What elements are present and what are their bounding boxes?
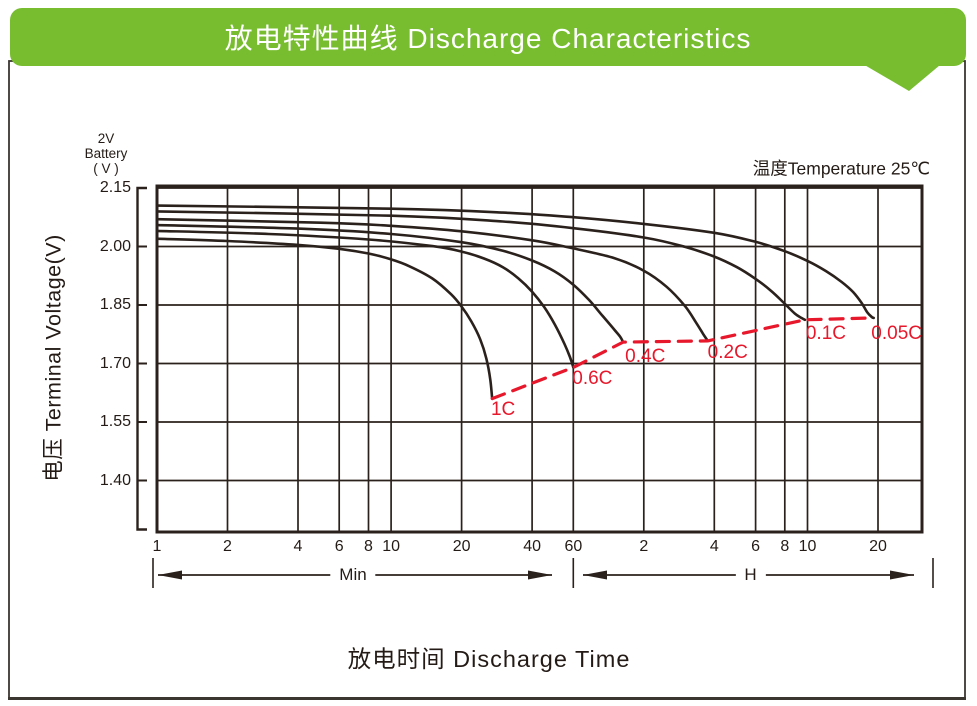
range-label-h: H [735, 565, 766, 585]
y-tick-label: 1.85 [99, 296, 131, 313]
x-tick-label: 10 [798, 538, 817, 555]
curve-label-0-05c: 0.05C [871, 322, 922, 344]
discharge-curve-1c [155, 237, 494, 400]
x-tick-label: 8 [780, 538, 790, 555]
x-tick-label: 2 [639, 538, 649, 555]
range-arrow-head-left [583, 570, 607, 580]
x-tick-label: 20 [452, 538, 471, 555]
unit-header-line1: 2V [97, 131, 115, 146]
x-tick-label: 2 [223, 538, 232, 555]
y-tick-label: 2.00 [99, 237, 131, 255]
banner-tail [856, 60, 946, 91]
discharge-curve-0-1c [155, 210, 807, 322]
range-label-min: Min [330, 565, 376, 585]
x-tick-label: 6 [334, 538, 344, 555]
unit-header-line2: Battery [84, 146, 128, 161]
y-axis-unit-header: 2V Battery ( V ) [64, 131, 148, 176]
x-axis-title: 放电时间 Discharge Time [347, 646, 631, 672]
x-tick-label: 4 [293, 538, 303, 555]
curve-label-0-1c: 0.1C [805, 322, 846, 344]
x-tick-label: 60 [564, 538, 583, 555]
curve-label-0-6c: 0.6C [572, 368, 613, 390]
y-axis-title: 电压 Terminal Voltage(V) [41, 234, 66, 482]
discharge-curve-0-2c [155, 217, 710, 343]
x-tick-label: 40 [523, 538, 542, 555]
range-arrow-head-right [890, 570, 914, 580]
x-tick-label: 6 [751, 538, 760, 555]
y-axis-bracket [136, 186, 147, 531]
plot-frame [155, 184, 924, 534]
y-tick-label: 2.15 [99, 179, 131, 196]
discharge-curve-0-05c [155, 204, 875, 320]
discharge-curve-0-6c [155, 229, 575, 369]
y-tick-label: 1.55 [99, 413, 131, 430]
unit-header-line3: ( V ) [93, 161, 119, 176]
discharge-curve-0-4c [155, 223, 625, 344]
curve-label-0-4c: 0.4C [625, 346, 666, 368]
range-arrow-head-right [528, 570, 552, 580]
curve-label-0-2c: 0.2C [707, 341, 748, 363]
header-banner: 放电特性曲线 Discharge Characteristics [10, 8, 966, 66]
curve-label-1c: 1C [490, 398, 516, 420]
range-arrow-head-left [158, 570, 182, 580]
x-tick-label: 4 [709, 538, 719, 555]
x-tick-label: 20 [869, 538, 887, 555]
x-tick-label: 8 [364, 538, 373, 555]
x-tick-label: 10 [382, 538, 401, 555]
x-tick-label: 1 [152, 538, 162, 555]
page-title: 放电特性曲线 Discharge Characteristics [224, 23, 752, 54]
y-tick-label: 1.40 [99, 471, 131, 489]
cutoff-dashed-line [490, 316, 876, 401]
temperature-annotation: 温度Temperature 25℃ [752, 158, 930, 179]
y-tick-label: 1.70 [99, 354, 131, 372]
